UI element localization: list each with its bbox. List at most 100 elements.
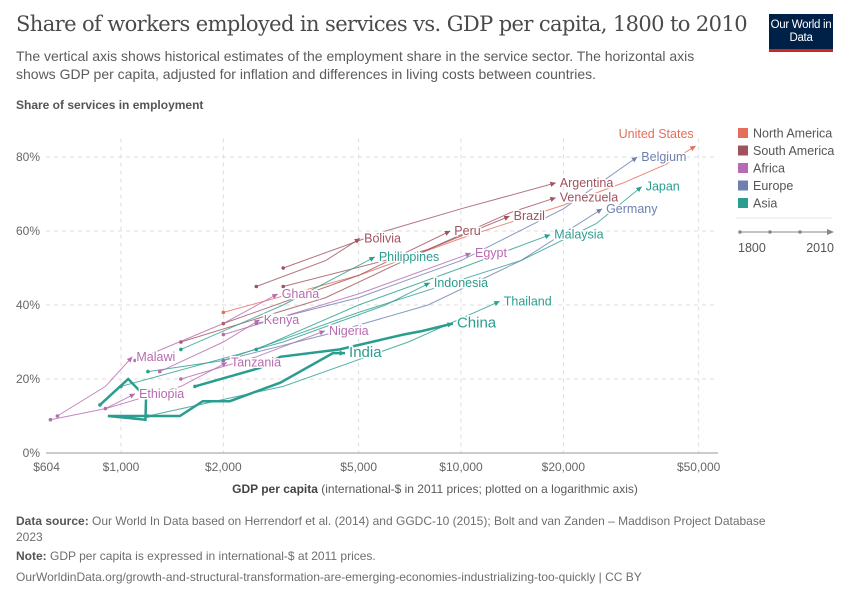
series-end-arrow <box>635 186 642 193</box>
series-label: United States <box>619 127 694 141</box>
series-line <box>256 237 361 287</box>
x-tick-label: $1,000 <box>103 460 140 474</box>
series-philippines: Philippines <box>179 248 441 352</box>
x-axis-title: GDP per capita (international-$ in 2011 … <box>0 482 850 496</box>
series-end-arrow <box>549 181 556 187</box>
series-start-dot <box>221 358 226 363</box>
series-end-arrow <box>444 231 451 236</box>
series-start-dot <box>254 284 259 289</box>
chart-title: Share of workers employed in services vs… <box>16 12 748 36</box>
series-start-dot <box>281 284 286 289</box>
series-start-dot <box>48 417 53 422</box>
series-india: India <box>98 343 384 422</box>
series-start-dot <box>179 377 183 381</box>
series-start-dot <box>221 310 226 315</box>
series-end-arrow <box>129 393 136 399</box>
series-line <box>57 356 133 417</box>
timeline-dot <box>738 230 742 234</box>
series-line <box>180 256 376 350</box>
series-label: China <box>457 315 497 332</box>
timeline-end: 2010 <box>806 241 834 255</box>
series-start-dot <box>281 266 286 270</box>
data-source-label: Data source: <box>16 514 89 528</box>
series-end-arrow <box>503 215 510 221</box>
series-belgium: Belgium <box>254 149 688 326</box>
series-start-dot <box>55 414 60 418</box>
series-end-arrow <box>631 157 638 163</box>
series-label: Bolivia <box>364 231 401 245</box>
series-line <box>283 182 556 269</box>
y-tick-label: 40% <box>16 298 40 312</box>
series-end-arrow <box>544 234 551 240</box>
series-label: Nigeria <box>329 324 369 338</box>
series-line <box>105 361 228 410</box>
source-url[interactable]: OurWorldinData.org/growth-and-structural… <box>16 570 642 584</box>
legend-label-south-america[interactable]: South America <box>753 144 834 158</box>
series-venezuela: Venezuela <box>281 189 620 289</box>
series-start-dot <box>157 369 162 374</box>
x-tick-label: $10,000 <box>439 460 483 474</box>
x-tick-label: $5,000 <box>340 460 377 474</box>
series-end-arrow <box>465 252 471 258</box>
x-tick-label: $50,000 <box>677 460 721 474</box>
legend-label-north-america[interactable]: North America <box>753 127 832 141</box>
timeline-dot <box>798 230 802 234</box>
series-end-arrow <box>689 145 696 151</box>
series-end-arrow <box>339 350 346 356</box>
series-end-arrow <box>354 238 361 244</box>
x-tick-label: $20,000 <box>542 460 586 474</box>
series-ghana: Ghana <box>133 285 321 363</box>
series-start-dot <box>221 332 226 337</box>
series-end-arrow <box>126 356 133 363</box>
series-label: Egypt <box>475 246 507 260</box>
legend-swatch <box>738 163 748 173</box>
series-label: Venezuela <box>560 191 618 205</box>
series-label: India <box>349 344 382 361</box>
note-text: GDP per capita is expressed in internati… <box>46 549 376 563</box>
series-label: Argentina <box>560 176 614 190</box>
legend-label-europe[interactable]: Europe <box>753 179 793 193</box>
series-start-dot <box>146 369 150 374</box>
timeline-arrow <box>827 229 834 235</box>
series-line <box>194 322 454 388</box>
series-line <box>147 186 643 373</box>
timeline-start: 1800 <box>738 241 766 255</box>
series-label: Kenya <box>264 313 299 327</box>
series-argentina: Argentina <box>281 174 615 270</box>
series-label: Ethiopia <box>139 387 184 401</box>
series-label: Germany <box>606 202 658 216</box>
series-indonesia: Indonesia <box>119 274 490 389</box>
series-tanzania: Tanzania <box>103 354 283 411</box>
y-tick-label: 20% <box>16 372 40 386</box>
series-start-dot <box>98 403 102 407</box>
x-axis-title-bold: GDP per capita <box>232 482 318 496</box>
legend-swatch <box>738 198 748 208</box>
data-source: Data source: Our World In Data based on … <box>16 514 766 528</box>
series-nigeria: Nigeria <box>179 322 370 381</box>
series-label: Malawi <box>136 350 175 364</box>
legend-label-africa[interactable]: Africa <box>753 162 785 176</box>
x-tick-label: $2,000 <box>205 460 242 474</box>
series-label: Tanzania <box>231 355 281 369</box>
legend-label-asia[interactable]: Asia <box>753 197 777 211</box>
owid-logo[interactable]: Our World in Data <box>769 14 833 52</box>
series-end-arrow <box>493 301 500 306</box>
series-line <box>223 252 472 336</box>
series-end-arrow <box>220 362 227 368</box>
series-china: China <box>193 313 498 389</box>
series-label: Brazil <box>514 209 545 223</box>
series-label: Indonesia <box>434 276 488 290</box>
scatter-line-chart: 0% 20% 40% 60% 80% $604 $1,000 $2,000 $5,000 $10,… <box>16 125 834 474</box>
series-ethiopia: Ethiopia <box>48 385 186 422</box>
series-line <box>180 215 510 343</box>
series-end-arrow <box>549 196 556 202</box>
legend-swatch <box>738 128 748 138</box>
series-start-dot <box>193 384 197 389</box>
series-kenya: Kenya <box>157 311 301 374</box>
series-brazil: Brazil <box>179 208 546 344</box>
series-malaysia: Malaysia <box>254 226 605 352</box>
series-united-states: United States <box>221 125 696 315</box>
data-source-text: Our World In Data based on Herrendorf et… <box>88 514 766 528</box>
y-tick-label: 0% <box>23 446 41 460</box>
series-malawi: Malawi <box>55 348 177 418</box>
